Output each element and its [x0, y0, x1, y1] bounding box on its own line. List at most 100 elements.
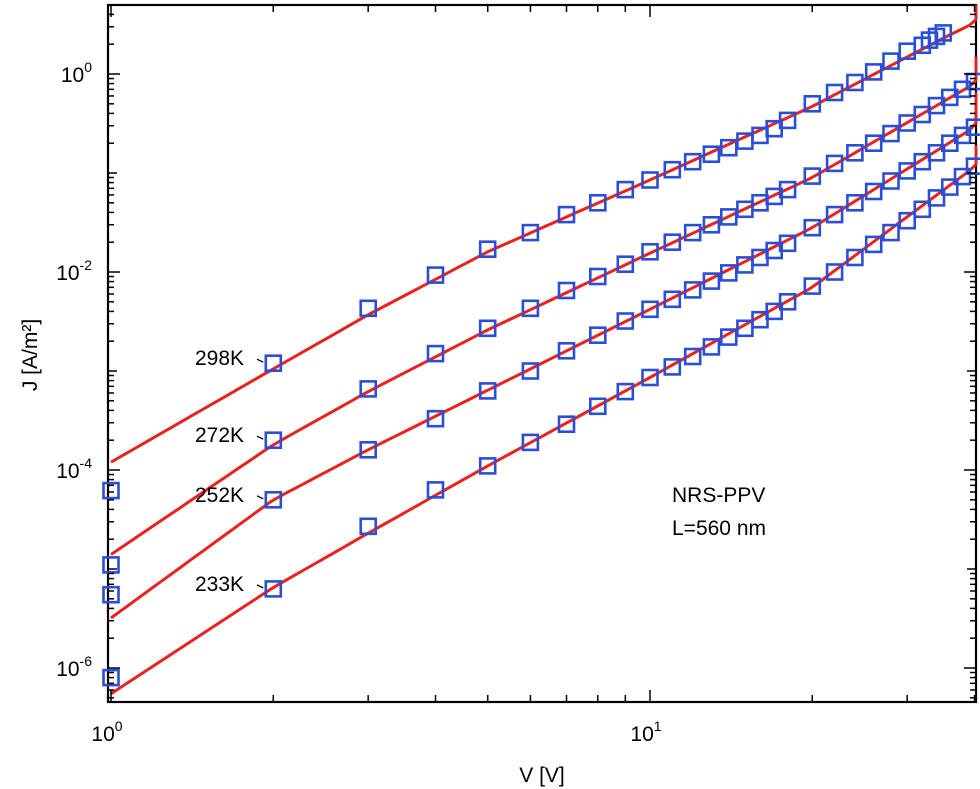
data-point-233K	[557, 415, 576, 434]
data-point-252K	[641, 300, 659, 319]
data-point-252K	[557, 341, 576, 360]
data-point-233K	[719, 328, 738, 346]
data-point-252K	[663, 290, 682, 309]
data-point-233K	[478, 457, 497, 475]
data-point-272K	[778, 180, 797, 199]
data-point-252K	[683, 281, 702, 299]
data-point-252K	[965, 118, 980, 136]
data-point-233K	[359, 517, 378, 536]
data-point-272K	[882, 124, 900, 143]
data-point-233K	[521, 433, 540, 452]
data-point-298K	[683, 152, 702, 171]
data-point-298K	[882, 52, 900, 70]
data-point-272K	[913, 105, 932, 124]
data-point-298K	[478, 240, 497, 258]
data-point-233K	[426, 481, 445, 499]
data-point-272K	[264, 431, 283, 450]
fit-curve-252K	[110, 92, 978, 620]
data-point-233K	[940, 178, 959, 196]
data-point-298K	[557, 205, 576, 224]
data-point-233K	[778, 292, 797, 311]
data-point-298K	[426, 266, 445, 284]
tick-labels: 100 101 10-6 10-4 10-2 100	[56, 59, 662, 746]
data-point-233K	[616, 382, 635, 401]
data-point-272K	[846, 144, 864, 162]
data-point-233K	[882, 223, 900, 242]
data-point-272K	[478, 319, 497, 338]
y-tick-label-1: 10-4	[56, 455, 92, 483]
series-label-298K: 298K	[195, 347, 244, 370]
y-tick-label-3: 100	[61, 59, 92, 87]
series-label-233K: 233K	[195, 573, 244, 596]
data-point-233K	[641, 368, 659, 387]
data-point-233K	[846, 248, 864, 267]
x-tick-label-1: 101	[630, 718, 661, 746]
data-point-233K	[864, 235, 883, 254]
data-point-298K	[934, 24, 953, 42]
x-axis-title: V [V]	[519, 764, 565, 787]
data-point-252K	[264, 490, 283, 509]
data-point-252K	[913, 152, 932, 171]
axis-ticks	[108, 5, 976, 702]
data-point-233K	[588, 397, 607, 416]
series-label-leader	[256, 435, 264, 440]
data-point-298K	[803, 95, 822, 113]
data-point-233K	[102, 668, 120, 687]
data-point-272K	[102, 556, 120, 574]
data-point-298K	[264, 354, 283, 373]
data-point-252K	[882, 172, 900, 190]
data-point-252K	[521, 362, 540, 380]
fit-curves	[110, 5, 978, 695]
data-point-272K	[702, 216, 721, 234]
y-axis-title: J [A/m²]	[19, 319, 42, 391]
data-point-298K	[778, 111, 797, 130]
y-tick-label-0: 10-6	[56, 653, 92, 681]
data-point-252K	[864, 182, 883, 201]
data-point-272K	[663, 233, 682, 251]
data-point-233K	[663, 358, 682, 376]
data-point-233K	[765, 302, 784, 321]
data-point-298K	[359, 299, 378, 318]
data-point-298K	[641, 171, 659, 189]
data-point-272K	[359, 380, 378, 398]
data-point-298K	[588, 194, 607, 212]
data-point-272K	[521, 299, 540, 318]
data-point-252K	[927, 144, 946, 162]
data-point-252K	[778, 234, 797, 253]
data-point-252K	[588, 326, 607, 345]
fit-curve-272K	[110, 56, 978, 556]
data-point-252K	[426, 409, 445, 428]
data-point-272K	[864, 134, 883, 152]
data-point-252K	[846, 194, 864, 212]
data-point-233K	[825, 263, 844, 281]
data-point-298K	[521, 223, 540, 242]
data-point-272K	[616, 255, 635, 274]
data-point-233K	[953, 167, 972, 186]
data-point-252K	[898, 162, 917, 180]
data-point-233K	[264, 580, 283, 598]
series-label-leader	[256, 584, 264, 589]
series-label-272K: 272K	[195, 424, 244, 447]
data-point-252K	[702, 272, 721, 290]
fit-curve-233K	[110, 145, 978, 695]
data-point-252K	[616, 312, 635, 330]
data-point-252K	[803, 218, 822, 237]
data-point-272K	[683, 223, 702, 242]
data-point-298K	[702, 145, 721, 163]
y-tick-label-2: 10-2	[56, 257, 92, 285]
data-point-272K	[803, 167, 822, 185]
annotation-material: NRS-PPV	[672, 484, 765, 507]
series-labels: 298K 272K 252K 233K	[195, 347, 264, 596]
data-point-233K	[898, 211, 917, 230]
data-point-272K	[588, 267, 607, 286]
data-point-298K	[825, 83, 844, 102]
annotation-thickness: L=560 nm	[672, 517, 766, 540]
data-point-233K	[683, 347, 702, 366]
data-point-233K	[803, 277, 822, 295]
data-point-252K	[478, 382, 497, 400]
data-markers	[102, 24, 980, 687]
data-point-298K	[663, 160, 682, 179]
data-point-298K	[846, 73, 864, 92]
data-point-272K	[641, 243, 659, 261]
